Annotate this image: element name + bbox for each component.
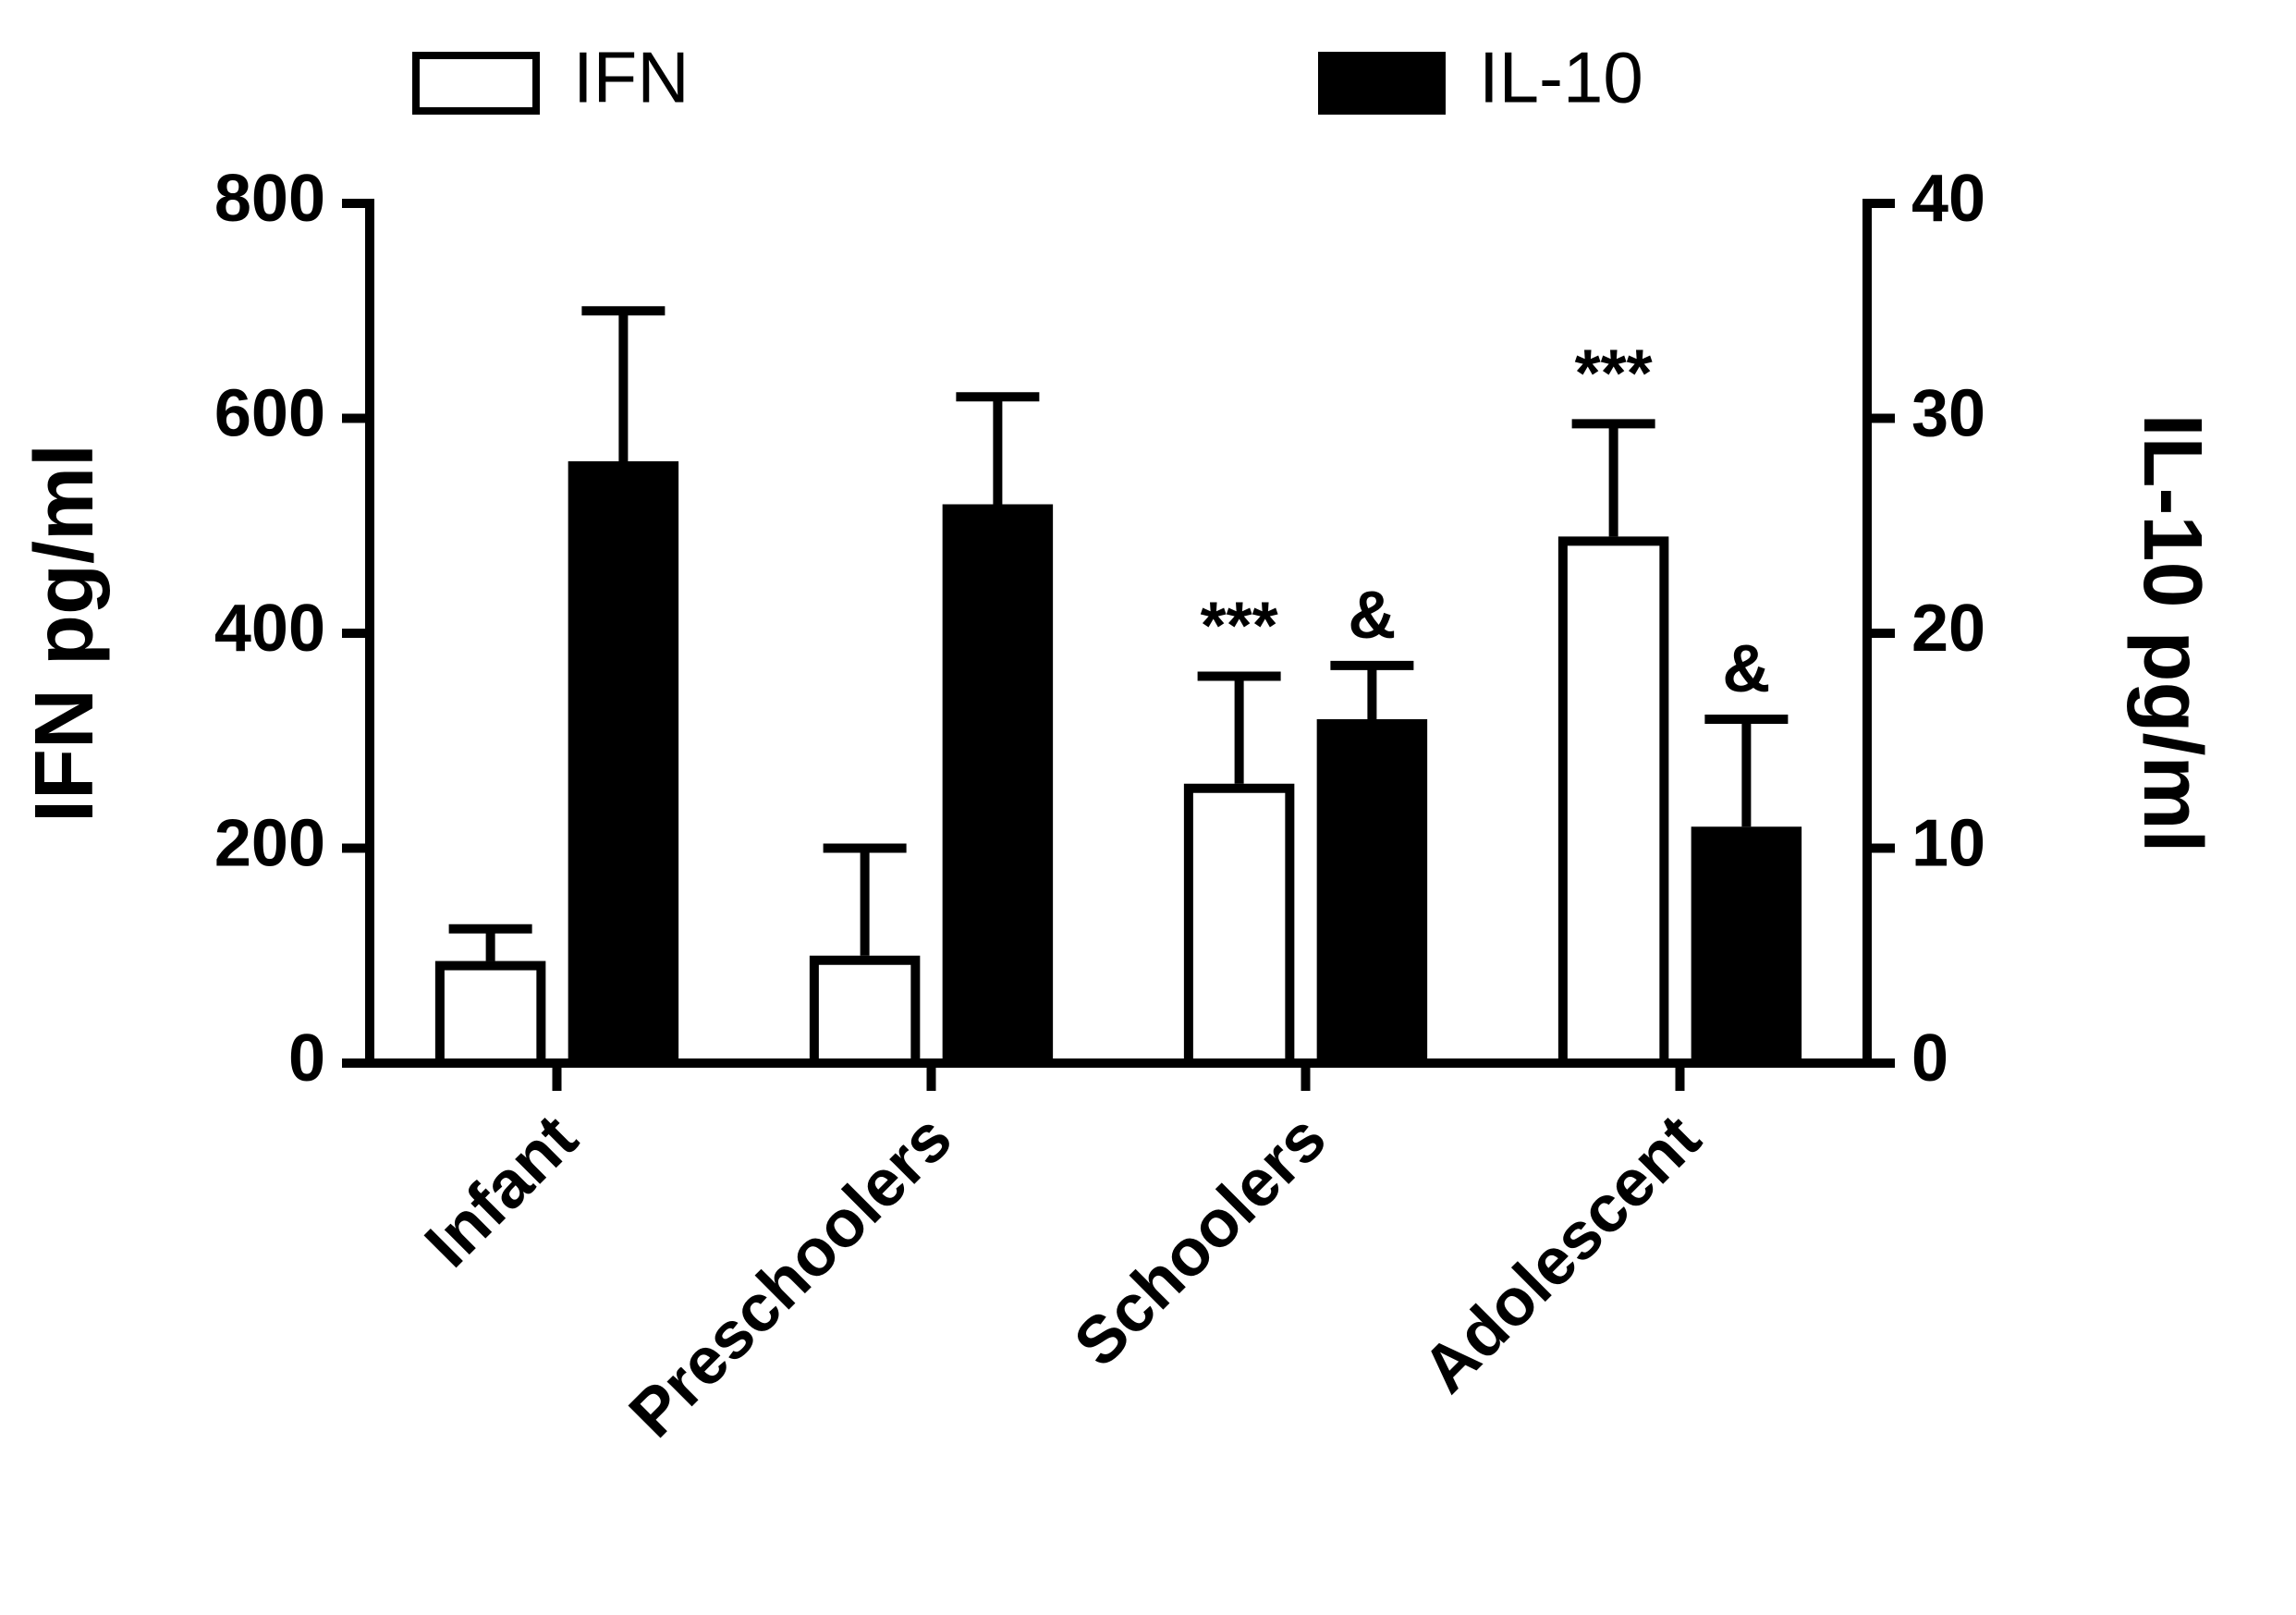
ytick-label-right: 30 — [1911, 377, 1985, 451]
legend-label-il10: IL-10 — [1479, 37, 1643, 118]
y-axis-right-label: IL-10 pg/ml — [2126, 413, 2218, 852]
significance-marker: *** — [1575, 336, 1653, 410]
chart-container: ***&***&0200400600800010203040InfantPres… — [0, 0, 2296, 1615]
significance-marker: *** — [1201, 590, 1278, 664]
ytick-label-left: 400 — [214, 592, 325, 666]
ytick-label-right: 10 — [1911, 807, 1985, 881]
bar-ifn-2 — [1189, 789, 1289, 1063]
ytick-label-left: 800 — [214, 162, 325, 236]
ytick-label-left: 200 — [214, 807, 325, 881]
bar-ifn-1 — [814, 960, 915, 1063]
significance-marker: & — [1722, 632, 1770, 706]
legend-label-ifn: IFN — [573, 37, 690, 118]
bar-il-10-1 — [947, 509, 1048, 1064]
bar-ifn-3 — [1563, 541, 1664, 1063]
y-axis-left-label: IFN pg/ml — [18, 444, 111, 823]
ytick-label-right: 0 — [1911, 1022, 1948, 1095]
bar-ifn-0 — [440, 966, 541, 1063]
bar-chart: ***&***&0200400600800010203040InfantPres… — [0, 0, 2296, 1615]
legend-swatch-ifn — [416, 55, 536, 111]
ytick-label-right: 40 — [1911, 162, 1985, 236]
bar-il-10-2 — [1322, 724, 1423, 1063]
legend-swatch-il10 — [1322, 55, 1442, 111]
ytick-label-left: 600 — [214, 377, 325, 451]
significance-marker: & — [1348, 579, 1396, 653]
ytick-label-right: 20 — [1911, 592, 1985, 666]
bar-il-10-0 — [573, 466, 674, 1063]
ytick-label-left: 0 — [288, 1022, 325, 1095]
bar-il-10-3 — [1696, 831, 1797, 1063]
